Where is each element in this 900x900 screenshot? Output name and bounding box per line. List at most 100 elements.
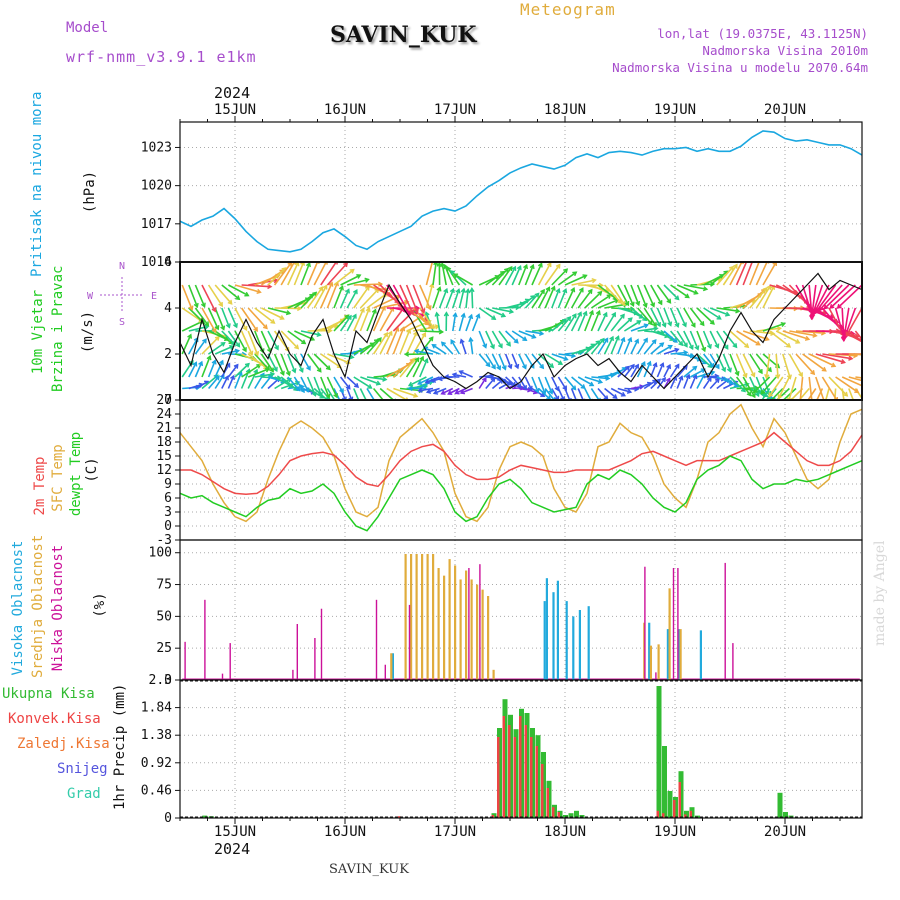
wind-barb bbox=[590, 310, 601, 332]
wind-barb-head bbox=[866, 342, 870, 346]
wind-barb-head bbox=[597, 290, 603, 296]
low-cloud-bar bbox=[292, 669, 294, 680]
wind-barb bbox=[419, 330, 443, 333]
wind-barb-head bbox=[529, 263, 535, 270]
wind-barb bbox=[188, 337, 199, 355]
wind-barb bbox=[300, 291, 317, 309]
wind-barb-head bbox=[188, 359, 194, 365]
total-precip-bar bbox=[777, 792, 783, 818]
wind-barb-head bbox=[298, 367, 304, 374]
conv-precip-bar bbox=[656, 810, 659, 818]
wind-barb bbox=[610, 336, 620, 355]
wind-barb-head bbox=[496, 365, 502, 371]
wind-barb bbox=[696, 330, 706, 352]
wind-barb bbox=[228, 284, 249, 297]
wind-barb bbox=[630, 364, 639, 378]
wind-barb-head bbox=[244, 362, 250, 368]
wind-barb-head bbox=[801, 406, 805, 410]
wind-barb bbox=[326, 388, 336, 400]
wind-barb bbox=[669, 307, 679, 328]
panel-frame bbox=[179, 539, 863, 681]
wind-barb-head bbox=[426, 305, 432, 311]
wind-barb bbox=[656, 307, 667, 327]
wind-barb-head bbox=[762, 286, 768, 293]
wind-barb bbox=[729, 330, 749, 348]
wind-barb bbox=[333, 314, 350, 332]
wind-barb-head bbox=[836, 303, 842, 309]
wind-barb-group bbox=[180, 262, 877, 410]
wind-barb-head bbox=[629, 363, 635, 369]
wind-barb bbox=[417, 376, 434, 385]
wind-barb bbox=[749, 330, 775, 335]
wind-barb-head bbox=[423, 357, 429, 364]
wind-barb-head bbox=[750, 372, 756, 378]
wind-barb bbox=[267, 353, 278, 372]
wind-barb-head bbox=[666, 363, 671, 370]
wind-barb-head bbox=[550, 285, 556, 291]
wind-barb-head bbox=[845, 331, 851, 337]
wind-barb-head bbox=[562, 385, 567, 391]
wind-barb bbox=[610, 284, 626, 306]
total-precip-bar bbox=[568, 813, 574, 818]
legend-conv-rain: Konvek.Kisa bbox=[8, 711, 101, 727]
wind-barb bbox=[327, 353, 351, 364]
wind-barb-head bbox=[551, 397, 556, 400]
wind-barb bbox=[460, 339, 467, 355]
wind-barb-head bbox=[699, 321, 705, 327]
wind-barb-head bbox=[218, 359, 224, 365]
wind-barb-head bbox=[701, 346, 707, 353]
wind-barb-head bbox=[511, 265, 517, 271]
y-tick-label: 6 bbox=[164, 255, 172, 270]
wind-barb bbox=[306, 353, 322, 373]
wind-barb bbox=[524, 376, 533, 391]
wind-barb-head bbox=[475, 313, 481, 319]
wind-barb-head bbox=[684, 293, 690, 299]
wind-barb-head bbox=[580, 384, 586, 390]
wind-barb bbox=[511, 353, 519, 369]
wind-barb bbox=[703, 307, 722, 320]
wind-barb bbox=[782, 353, 792, 379]
wind-barb bbox=[735, 353, 747, 378]
wind-barb-head bbox=[874, 353, 877, 357]
low-cloud-bar bbox=[672, 568, 675, 680]
wind-barb bbox=[551, 318, 567, 332]
conv-precip-bar bbox=[546, 788, 549, 818]
wind-barb bbox=[465, 289, 469, 309]
wind-barb bbox=[419, 336, 434, 355]
wind-barb bbox=[320, 262, 338, 286]
wind-barb-head bbox=[868, 346, 872, 350]
wind-barb-head bbox=[750, 393, 756, 399]
mid-cloud-bar bbox=[443, 575, 446, 680]
wind-barb-head bbox=[672, 337, 678, 343]
wind-barb-head bbox=[235, 342, 241, 348]
wind-barb-head bbox=[760, 389, 766, 395]
wind-barb-head bbox=[339, 388, 344, 394]
wind-barb-head bbox=[625, 365, 631, 371]
y-tick-label: 1.84 bbox=[141, 701, 172, 716]
wind-barb bbox=[221, 363, 231, 378]
wind-barb bbox=[656, 363, 664, 378]
wind-barb bbox=[788, 376, 797, 400]
wind-barb bbox=[848, 330, 862, 343]
wind-barb bbox=[788, 353, 803, 377]
wind-barb bbox=[485, 271, 505, 286]
wind-barb-head bbox=[516, 383, 522, 389]
low-cloud-bar bbox=[724, 562, 726, 680]
wind-barb-head bbox=[253, 326, 258, 333]
wind-barb bbox=[762, 285, 775, 309]
wind-barb-head bbox=[843, 391, 849, 397]
wind-barb-head bbox=[690, 322, 696, 328]
wind-barb-head bbox=[643, 337, 648, 343]
y-tick-label: 1020 bbox=[141, 179, 172, 194]
wind-barb-head bbox=[413, 348, 420, 355]
y-tick-label: 50 bbox=[156, 609, 172, 624]
wind-barb-head bbox=[609, 335, 614, 341]
wind-barb bbox=[663, 284, 680, 301]
wind-barb bbox=[855, 376, 862, 379]
wind-barb bbox=[267, 307, 291, 315]
high-cloud-bar bbox=[545, 578, 548, 680]
wind-barb-head bbox=[468, 313, 474, 320]
wind-barb-head bbox=[591, 278, 597, 284]
wind-barb bbox=[195, 380, 209, 390]
